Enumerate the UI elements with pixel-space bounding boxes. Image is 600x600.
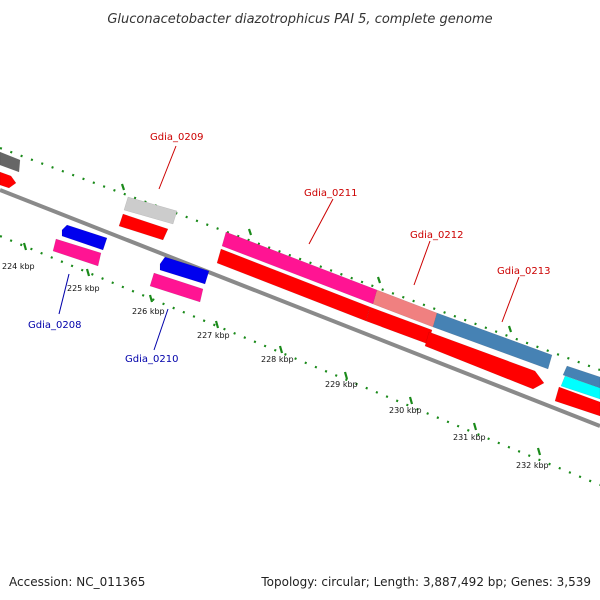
gene-arrow-right-steel[interactable] — [562, 365, 600, 389]
inner-tick-ring — [0, 234, 600, 487]
tick-label-232: 232 kbp — [516, 461, 549, 470]
outer-tick-ring — [0, 146, 600, 372]
tick-label-227: 227 kbp — [197, 331, 230, 340]
cds-arrow-left[interactable] — [0, 171, 17, 189]
kbp-labels: 224 kbp 225 kbp 226 kbp 227 kbp 228 kbp … — [2, 262, 549, 470]
gene-label-0208[interactable]: Gdia_0208 — [28, 320, 81, 331]
tick-label-230: 230 kbp — [389, 406, 422, 415]
tick-label-229: 229 kbp — [325, 380, 358, 389]
map-title: Gluconacetobacter diazotrophicus PAI 5, … — [107, 12, 492, 27]
callout-lines — [58, 145, 520, 351]
genome-summary-text: Topology: circular; Length: 3,887,492 bp… — [260, 575, 591, 589]
gene-label-0212[interactable]: Gdia_0212 — [410, 230, 463, 241]
tick-label-228: 228 kbp — [261, 355, 294, 364]
gene-0209-arrow[interactable] — [123, 196, 178, 225]
cds-0210-arrow[interactable] — [149, 272, 204, 303]
gene-label-0213[interactable]: Gdia_0213 — [497, 266, 550, 277]
gene-arrow-right-cyan[interactable] — [560, 375, 600, 400]
gene-0208-arrow[interactable] — [61, 224, 108, 251]
gene-label-0210[interactable]: Gdia_0210 — [125, 354, 178, 365]
gene-arrow-left-gray[interactable] — [0, 151, 21, 173]
cds-0208-arrow[interactable] — [52, 238, 102, 267]
gene-label-0209[interactable]: Gdia_0209 — [150, 132, 203, 143]
tick-label-226: 226 kbp — [132, 307, 165, 316]
cds-0209-arrow[interactable] — [118, 213, 169, 241]
gene-label-0211[interactable]: Gdia_0211 — [304, 188, 357, 199]
gene-labels: Gdia_0209 Gdia_0211 Gdia_0212 Gdia_0213 … — [28, 132, 550, 365]
cds-arrow-right[interactable] — [554, 386, 600, 417]
gene-0210-arrow[interactable] — [159, 256, 210, 285]
gene-0213-bar[interactable] — [432, 312, 553, 370]
gene-features — [0, 151, 600, 417]
tick-label-225: 225 kbp — [67, 284, 100, 293]
tick-label-224: 224 kbp — [2, 262, 35, 271]
genome-backbone — [0, 188, 600, 428]
cds-0213-arrow[interactable] — [424, 331, 545, 390]
accession-text: Accession: NC_011365 — [9, 575, 145, 589]
tick-label-231: 231 kbp — [453, 433, 486, 442]
